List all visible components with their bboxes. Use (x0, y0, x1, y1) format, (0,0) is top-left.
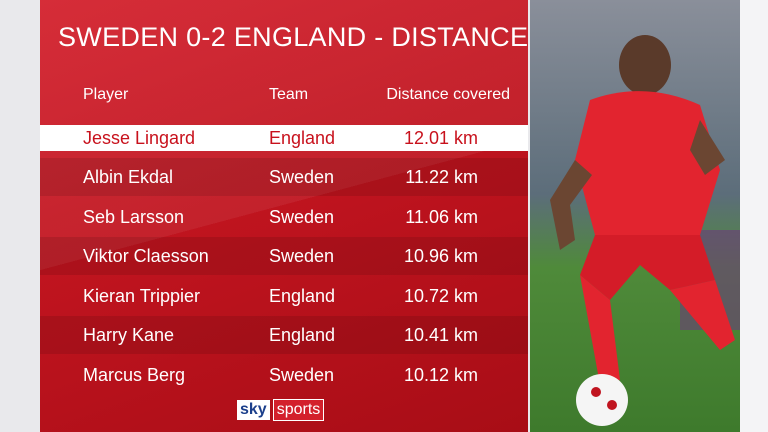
stats-panel: SWEDEN 0-2 ENGLAND - DISTANCE Player Tea… (40, 0, 528, 432)
team-cell: Sweden (269, 206, 335, 227)
table-row: Harry Kane England 10.41 km (40, 316, 528, 354)
table-row: Seb Larsson Sweden 11.06 km (40, 198, 528, 236)
column-header: Player (83, 86, 129, 103)
logo-product: sports (272, 399, 325, 421)
logo-brand: sky (237, 400, 270, 420)
title: SWEDEN 0-2 ENGLAND - DISTANCE (58, 22, 528, 52)
table-row: Jesse Lingard England 12.01 km (40, 125, 528, 151)
distance-cell: 10.41 km (403, 325, 478, 345)
distance-cell: 11.06 km (405, 206, 478, 227)
player-cell: Viktor Claesson (83, 246, 209, 266)
player-cell: Jesse Lingard (83, 128, 196, 148)
logo: sky sports (237, 399, 325, 421)
distance-cell: 10.72 km (403, 285, 478, 306)
team-cell: Sweden (269, 167, 335, 187)
distance-cell: 12.01 km (403, 128, 478, 148)
team-cell: England (269, 128, 336, 148)
player-cell: Harry Kane (83, 325, 175, 345)
player-cell: Marcus Berg (83, 364, 186, 385)
distance-cell: 10.12 km (403, 364, 478, 385)
team-cell: Sweden (269, 364, 335, 385)
table-row: Albin Ekdal Sweden 11.22 km (40, 158, 528, 196)
player-cell: Albin Ekdal (83, 167, 174, 187)
distance-cell: 11.22 km (405, 167, 478, 187)
player-cell: Seb Larsson (83, 206, 185, 227)
frame-edge (740, 0, 768, 432)
column-header: Team (269, 86, 309, 103)
table-row: Viktor Claesson Sweden 10.96 km (40, 237, 528, 275)
table-row: Marcus Berg Sweden 10.12 km (40, 356, 528, 394)
player-cell: Kieran Trippier (83, 285, 201, 306)
team-cell: Sweden (269, 246, 335, 266)
team-cell: England (269, 325, 336, 345)
column-header: Distance covered (386, 86, 510, 103)
distance-cell: 10.96 km (403, 246, 478, 266)
team-cell: England (269, 285, 336, 306)
sheen (40, 0, 528, 432)
player-photo (530, 0, 740, 432)
table-row: Kieran Trippier England 10.72 km (40, 277, 528, 315)
